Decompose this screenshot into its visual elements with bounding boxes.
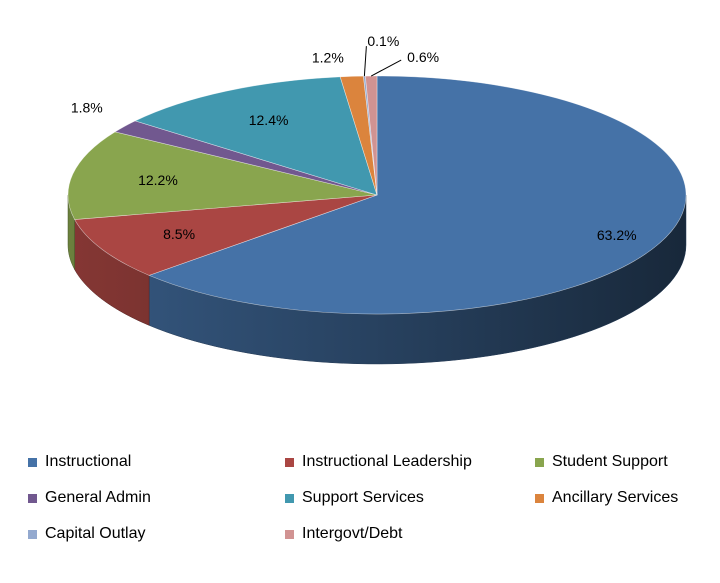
legend-label: Support Services (302, 489, 424, 506)
legend-label: General Admin (45, 489, 151, 506)
leader-line-capital-outlay (363, 46, 367, 77)
legend-swatch (535, 493, 544, 503)
pie-leader-lines (363, 46, 402, 77)
legend-swatch (285, 529, 294, 539)
pie-svg: 63.2% 8.5% 12.2% 1.8% 12.4% 1.2% 0.1% 0.6% (67, 33, 687, 365)
legend-label: Intergovt/Debt (302, 525, 403, 542)
legend-item-support-services: Support Services (285, 483, 424, 513)
legend-item-student-support: Student Support (535, 447, 668, 477)
legend-item-general-admin: General Admin (28, 483, 151, 513)
data-label-ancillary-services: 1.2% (312, 49, 344, 65)
leader-line-intergovt-debt (370, 59, 402, 77)
legend-swatch (285, 493, 294, 503)
legend-item-capital-outlay: Capital Outlay (28, 519, 146, 549)
legend-label: Instructional (45, 453, 132, 470)
legend-item-instructional: Instructional (28, 447, 131, 477)
legend-swatch (28, 457, 37, 467)
legend-item-intergovt-debt: Intergovt/Debt (285, 519, 403, 549)
data-label-intergovt-debt: 0.6% (407, 49, 439, 65)
legend-swatch (535, 457, 544, 467)
data-label-capital-outlay: 0.1% (367, 33, 399, 49)
data-label-support-services: 12.4% (249, 112, 289, 128)
legend-item-ancillary-services: Ancillary Services (535, 483, 678, 513)
legend-label: Instructional Leadership (302, 453, 472, 470)
pie-tops (67, 75, 687, 315)
legend-swatch (28, 529, 37, 539)
pie-slice-intergovt-debt (365, 75, 378, 196)
pie-data-labels: 63.2% 8.5% 12.2% 1.8% 12.4% 1.2% 0.1% 0.6% (71, 33, 637, 243)
legend-item-instructional-leadership: Instructional Leadership (285, 447, 472, 477)
pie-slice-instructional-leadership (74, 194, 378, 276)
data-label-general-admin: 1.8% (71, 99, 103, 115)
data-label-instructional: 63.2% (597, 227, 637, 243)
pie-slice-student-support (67, 131, 378, 220)
legend-label: Ancillary Services (552, 489, 679, 506)
legend-swatch (28, 493, 37, 503)
legend-label: Capital Outlay (45, 525, 146, 542)
legend-swatch (285, 457, 294, 467)
legend: Instructional Instructional Leadership Stu… (28, 447, 708, 577)
data-label-instructional-leadership: 8.5% (163, 226, 195, 242)
pie-slice-instructional (148, 75, 687, 315)
pie-slice-support-services (134, 76, 378, 196)
legend-label: Student Support (552, 453, 668, 470)
data-label-student-support: 12.2% (138, 172, 178, 188)
